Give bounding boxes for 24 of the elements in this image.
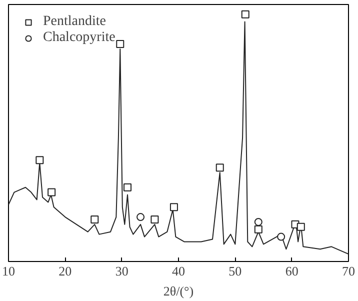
point	[254, 218, 262, 226]
point	[241, 10, 250, 18]
x-tick-label: 40	[172, 264, 185, 278]
x-tick-label: 70	[342, 264, 355, 278]
x-tick-label: 50	[228, 264, 242, 278]
point	[277, 232, 286, 241]
x-tick-label: 10	[2, 264, 15, 278]
x-axis-title: 2θ/(°)	[163, 284, 194, 298]
legend-label: Pentlandite	[43, 14, 106, 30]
point	[36, 156, 44, 164]
legend-label: Chalcopyrite	[43, 30, 116, 46]
point	[136, 213, 145, 222]
point	[116, 40, 124, 48]
point	[124, 183, 132, 192]
x-tick-label: 60	[285, 264, 298, 278]
point	[170, 203, 178, 212]
point	[150, 215, 159, 224]
point	[216, 164, 224, 172]
point	[296, 222, 305, 231]
point	[90, 215, 99, 224]
x-tick-label: 20	[58, 264, 72, 278]
x-tick-label: 30	[115, 264, 128, 278]
point	[48, 188, 56, 196]
point	[254, 225, 262, 234]
